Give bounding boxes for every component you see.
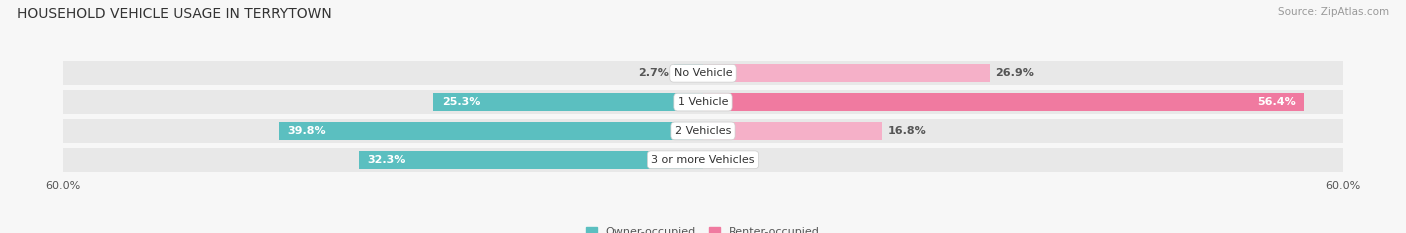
Text: 0.0%: 0.0% — [709, 155, 740, 165]
Text: 16.8%: 16.8% — [887, 126, 927, 136]
Text: 2.7%: 2.7% — [638, 68, 669, 78]
Text: 26.9%: 26.9% — [995, 68, 1033, 78]
Text: 3 or more Vehicles: 3 or more Vehicles — [651, 155, 755, 165]
Bar — [63, 90, 1343, 114]
Bar — [278, 122, 703, 140]
Text: 39.8%: 39.8% — [287, 126, 326, 136]
Bar — [703, 64, 990, 82]
Text: 56.4%: 56.4% — [1257, 97, 1296, 107]
Bar — [703, 93, 1305, 111]
Bar — [359, 151, 703, 169]
Text: 1 Vehicle: 1 Vehicle — [678, 97, 728, 107]
Text: 2 Vehicles: 2 Vehicles — [675, 126, 731, 136]
Bar — [63, 147, 1343, 172]
Bar — [63, 119, 1343, 143]
Text: 25.3%: 25.3% — [441, 97, 481, 107]
Text: No Vehicle: No Vehicle — [673, 68, 733, 78]
Bar — [433, 93, 703, 111]
Text: HOUSEHOLD VEHICLE USAGE IN TERRYTOWN: HOUSEHOLD VEHICLE USAGE IN TERRYTOWN — [17, 7, 332, 21]
Text: 32.3%: 32.3% — [367, 155, 405, 165]
Text: Source: ZipAtlas.com: Source: ZipAtlas.com — [1278, 7, 1389, 17]
Bar — [675, 64, 703, 82]
Legend: Owner-occupied, Renter-occupied: Owner-occupied, Renter-occupied — [581, 223, 825, 233]
Bar — [703, 122, 882, 140]
Bar — [63, 61, 1343, 86]
